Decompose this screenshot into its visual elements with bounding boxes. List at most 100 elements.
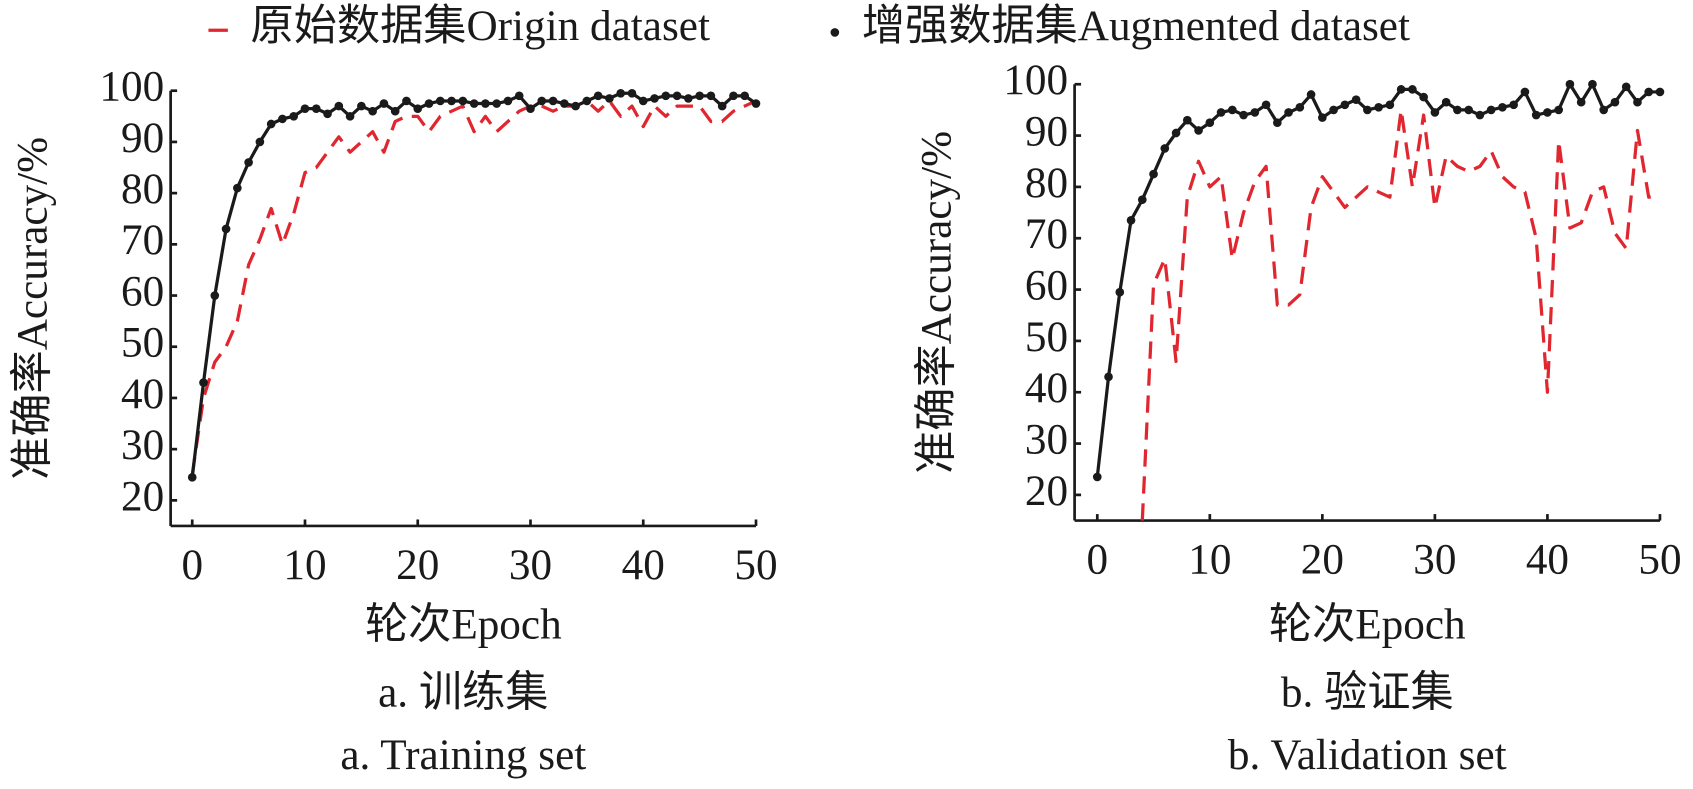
marker: [1385, 100, 1395, 110]
marker: [1644, 87, 1654, 97]
marker: [469, 99, 479, 108]
marker: [1295, 103, 1305, 112]
canvas: 原始数据集Origin dataset 增强数据集Augmented datas…: [9, 3, 1682, 779]
x-tick-label: 10: [1188, 537, 1231, 584]
y-tick-label: 60: [1025, 262, 1068, 309]
marker: [1351, 95, 1361, 104]
y-tick-label: 50: [121, 320, 164, 367]
marker: [1430, 108, 1440, 117]
x-axis-label: 轮次Epoch: [1269, 601, 1466, 648]
marker: [1588, 79, 1597, 89]
marker: [751, 99, 761, 108]
marker: [526, 104, 535, 113]
marker: [1475, 110, 1485, 120]
marker: [1408, 85, 1417, 94]
y-tick-label: 100: [99, 64, 164, 111]
marker: [187, 472, 197, 482]
marker: [740, 91, 750, 101]
x-tick-label: 40: [622, 542, 665, 589]
marker: [537, 96, 547, 106]
x-tick-label: 10: [283, 542, 326, 589]
marker: [729, 91, 738, 101]
marker: [1250, 108, 1260, 117]
marker: [1329, 105, 1338, 115]
y-tick-label: 70: [121, 217, 164, 264]
marker: [435, 96, 445, 106]
marker: [672, 91, 682, 101]
marker: [221, 224, 231, 234]
marker: [548, 96, 558, 106]
marker: [560, 99, 569, 108]
marker: [638, 96, 648, 106]
y-tick-label: 60: [121, 268, 164, 315]
marker: [1205, 118, 1215, 128]
marker: [1610, 97, 1620, 107]
x-tick-label: 50: [734, 542, 777, 589]
marker: [1126, 215, 1136, 225]
marker: [695, 91, 704, 101]
y-tick-label: 50: [1025, 314, 1068, 361]
marker: [1273, 118, 1282, 128]
marker: [1115, 287, 1125, 297]
marker: [481, 99, 490, 108]
marker: [1340, 100, 1350, 110]
marker: [300, 104, 310, 113]
marker: [1306, 90, 1316, 99]
series-line: [190, 99, 757, 475]
marker: [1486, 105, 1496, 115]
marker: [334, 101, 344, 111]
x-axis-label: 轮次Epoch: [365, 601, 562, 648]
marker: [571, 101, 580, 111]
marker: [311, 104, 321, 113]
marker: [492, 99, 501, 108]
y-tick-label: 30: [1025, 416, 1068, 463]
marker: [706, 91, 716, 101]
marker: [627, 88, 637, 98]
marker: [514, 91, 524, 101]
x-tick-label: 20: [1301, 537, 1344, 584]
marker: [458, 96, 468, 106]
marker: [289, 112, 299, 121]
y-tick-label: 20: [1025, 468, 1068, 515]
y-tick-label: 100: [1003, 57, 1068, 104]
marker: [233, 183, 242, 193]
marker: [1284, 108, 1293, 117]
marker: [1531, 110, 1541, 120]
x-tick-label: 40: [1526, 537, 1569, 584]
series-line: [1140, 108, 1660, 521]
y-tick-label: 40: [1025, 365, 1068, 412]
marker: [278, 114, 287, 124]
marker: [1453, 105, 1462, 115]
chart-subtitle: a. Training set: [340, 732, 586, 779]
legend-label: 原始数据集Origin dataset: [251, 3, 710, 50]
marker: [1104, 372, 1113, 382]
marker: [593, 91, 603, 101]
marker: [1160, 144, 1170, 153]
marker: [1363, 105, 1372, 115]
marker: [244, 158, 253, 167]
marker: [255, 137, 265, 147]
marker: [1261, 100, 1271, 110]
marker: [1509, 100, 1518, 110]
y-tick-label: 80: [121, 166, 164, 213]
marker: [684, 94, 693, 103]
marker: [1216, 108, 1226, 117]
marker: [447, 96, 456, 106]
y-axis-label: 准确率Accuracy/%: [9, 137, 57, 480]
marker: [1318, 113, 1327, 122]
legend-swatch: [830, 28, 840, 37]
marker: [582, 96, 592, 106]
y-tick-label: 80: [1025, 160, 1068, 207]
marker: [1464, 105, 1473, 115]
y-tick-label: 70: [1025, 211, 1068, 258]
marker: [1092, 472, 1102, 482]
marker: [1239, 110, 1248, 120]
marker: [503, 96, 513, 106]
marker: [210, 291, 220, 300]
marker: [605, 94, 614, 103]
chart-subtitle: b. Validation set: [1228, 732, 1507, 779]
marker: [1543, 108, 1552, 117]
marker: [390, 106, 400, 116]
marker: [266, 119, 276, 129]
